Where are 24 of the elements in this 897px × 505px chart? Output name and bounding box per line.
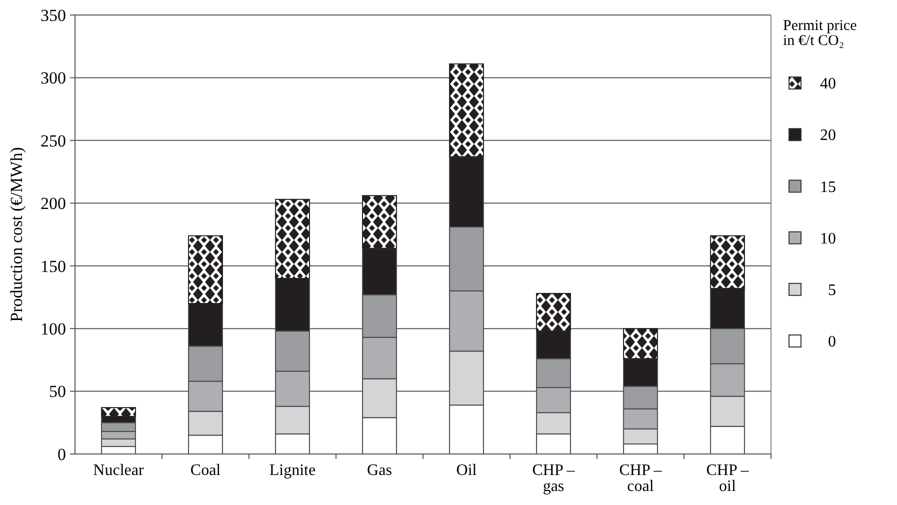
legend-title: Permit price in €/t CO₂ xyxy=(783,18,858,49)
y-tick-label: 300 xyxy=(40,68,66,88)
legend-label: 5 xyxy=(828,282,836,299)
legend-label: 20 xyxy=(820,127,836,144)
legend-label: 40 xyxy=(820,76,836,93)
y-tick-label: 350 xyxy=(40,6,66,25)
y-axis-title: Production cost (€/MWh) xyxy=(7,147,26,322)
y-tick-label: 150 xyxy=(40,256,66,276)
x-tick-label: Oil xyxy=(456,462,478,479)
x-tick-label: Lignite xyxy=(269,462,316,479)
x-tick-label: CHP – coal xyxy=(619,462,663,495)
y-tick-label: 50 xyxy=(49,382,66,402)
y-tick-label: 0 xyxy=(58,444,66,464)
x-tick-label: Coal xyxy=(190,462,222,479)
y-tick-label: 250 xyxy=(40,131,66,150)
text: 0 xyxy=(828,334,836,351)
x-tick-label: Gas xyxy=(367,462,392,479)
legend-label: 10 xyxy=(820,230,836,248)
y-tick-label: 200 xyxy=(40,194,66,214)
legend-label: 15 xyxy=(820,178,836,196)
x-tick-label: CHP – oil xyxy=(706,462,750,495)
y-tick-label: 100 xyxy=(40,320,66,339)
x-tick-label: CHP – gas xyxy=(532,462,576,495)
x-tick-label: Nuclear xyxy=(93,462,144,479)
